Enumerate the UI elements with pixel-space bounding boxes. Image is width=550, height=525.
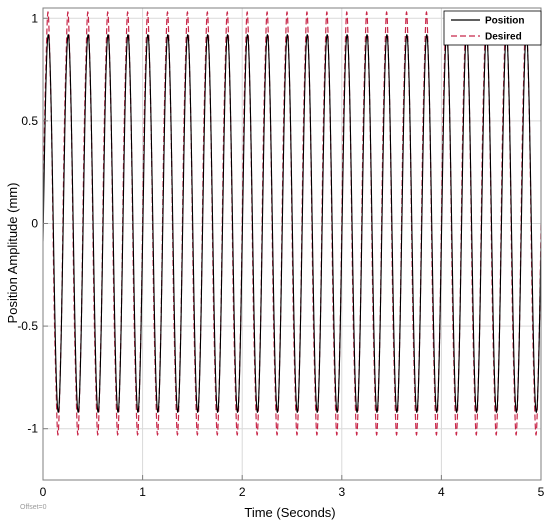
y-tick-label: 0 [31, 216, 38, 230]
y-axis-label: Position Amplitude (mm) [5, 183, 20, 324]
legend-box [443, 10, 542, 46]
y-tick-label: -0.5 [17, 319, 38, 333]
legend: Position Desired [443, 10, 542, 46]
y-tick-label: 1 [31, 11, 38, 25]
x-tick-label: 3 [338, 485, 345, 499]
legend-label-desired: Desired [485, 32, 522, 43]
offset-label: Offset=0 [20, 504, 47, 511]
x-tick-label: 5 [538, 485, 545, 499]
x-tick-label: 1 [139, 485, 146, 499]
series-layer [43, 10, 541, 437]
plot-area [43, 10, 541, 437]
x-tick-label: 2 [239, 485, 246, 499]
series-line-position [43, 33, 541, 414]
y-tick-label: -1 [27, 422, 38, 436]
plot-frame [42, 7, 542, 481]
x-axis-ticks: 0 1 2 3 4 5 [40, 475, 545, 499]
x-axis-label: Time (Seconds) [244, 505, 335, 520]
y-tick-label: 0.5 [21, 114, 38, 128]
x-tick-label: 0 [40, 485, 47, 499]
y-axis-ticks: 1 0.5 0 -0.5 -1 [17, 11, 48, 436]
legend-label-position: Position [485, 16, 524, 27]
x-tick-label: 4 [438, 485, 445, 499]
